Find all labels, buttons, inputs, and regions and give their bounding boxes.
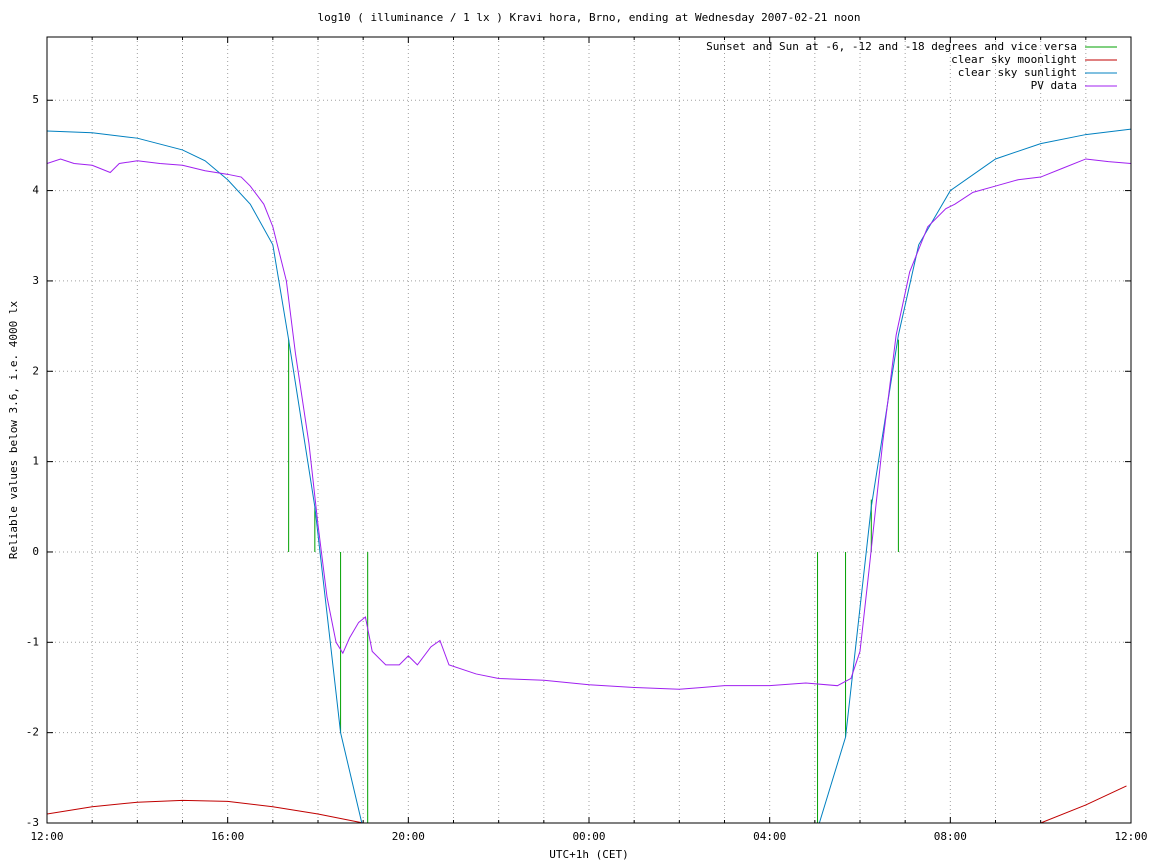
- series-line: [47, 158, 1131, 690]
- x-tick-label: 12:00: [30, 830, 63, 843]
- y-tick-label: 2: [32, 364, 39, 377]
- x-tick-label: 16:00: [211, 830, 244, 843]
- x-tick-label: 00:00: [572, 830, 605, 843]
- plot-frame: [46, 36, 1132, 824]
- x-tick-label: 04:00: [753, 830, 786, 843]
- y-tick-label: -2: [26, 726, 39, 739]
- x-tick-label: 12:00: [1114, 830, 1147, 843]
- x-tick-label: 08:00: [934, 830, 967, 843]
- chart-title: log10 ( illuminance / 1 lx ) Kravi hora,…: [317, 11, 860, 24]
- legend-label: clear sky sunlight: [958, 66, 1077, 79]
- y-axis-label: Reliable values below 3.6, i.e. 4000 lx: [7, 300, 20, 559]
- x-tick-label: 20:00: [392, 830, 425, 843]
- y-tick-label: 4: [32, 184, 39, 197]
- legend-label: Sunset and Sun at -6, -12 and -18 degree…: [706, 40, 1077, 53]
- legend-label: PV data: [1031, 79, 1077, 92]
- series-line: [47, 785, 1127, 823]
- plot-area: [47, 128, 1131, 823]
- y-tick-label: -3: [26, 816, 39, 829]
- y-tick-label: 3: [32, 274, 39, 287]
- y-tick-label: -1: [26, 635, 39, 648]
- y-tick-label: 0: [32, 545, 39, 558]
- y-tick-label: 1: [32, 455, 39, 468]
- x-axis-label: UTC+1h (CET): [549, 848, 628, 861]
- legend-label: clear sky moonlight: [951, 53, 1077, 66]
- y-tick-label: 5: [32, 93, 39, 106]
- series-line: [47, 128, 1131, 823]
